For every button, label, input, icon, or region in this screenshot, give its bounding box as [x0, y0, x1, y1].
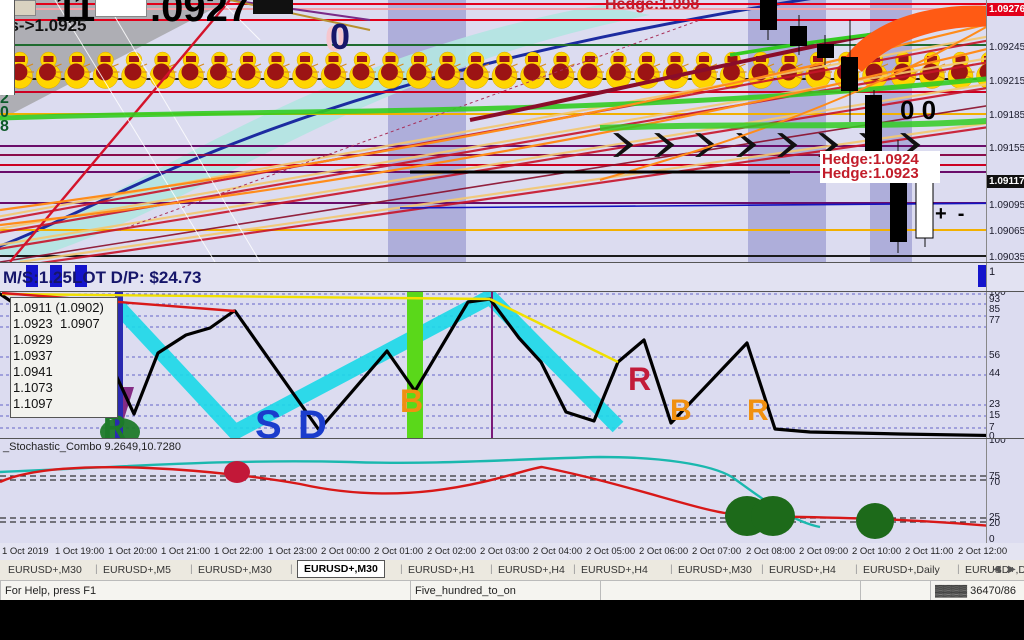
- svg-text:R: R: [628, 361, 651, 397]
- svg-text:R: R: [747, 394, 769, 427]
- svg-text:S: S: [255, 403, 282, 438]
- svg-text:B: B: [670, 394, 692, 427]
- svg-text:D: D: [298, 403, 327, 438]
- svg-text:B: B: [400, 383, 423, 419]
